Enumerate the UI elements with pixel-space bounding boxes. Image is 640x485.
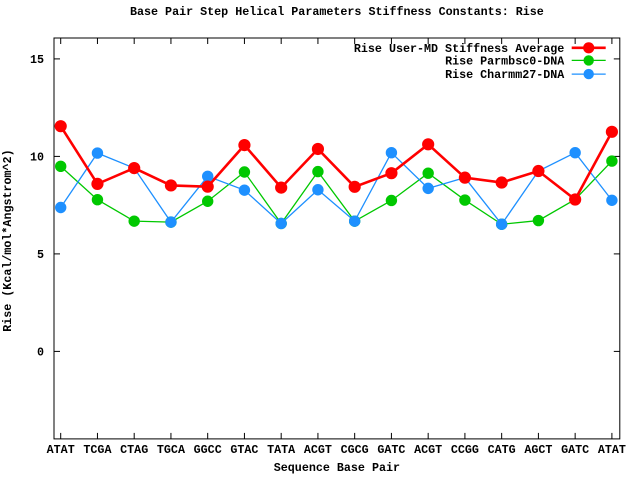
svg-text:TGCA: TGCA [157, 443, 186, 457]
svg-text:Sequence Base Pair: Sequence Base Pair [274, 461, 400, 475]
svg-text:AGCT: AGCT [524, 443, 552, 457]
svg-text:5: 5 [37, 248, 44, 262]
svg-text:ACGT: ACGT [304, 443, 332, 457]
svg-text:ATAT: ATAT [47, 443, 75, 457]
svg-text:TCGA: TCGA [83, 443, 112, 457]
svg-text:GATC: GATC [561, 443, 589, 457]
svg-text:GGCC: GGCC [194, 443, 222, 457]
svg-text:Rise Parmbsc0-DNA: Rise Parmbsc0-DNA [445, 54, 565, 68]
svg-text:Base Pair Step Helical Paramet: Base Pair Step Helical Parameters Stiffn… [130, 5, 544, 19]
svg-text:GTAC: GTAC [230, 443, 258, 457]
svg-text:CGCG: CGCG [341, 443, 369, 457]
svg-text:Rise Charmm27-DNA: Rise Charmm27-DNA [445, 68, 565, 82]
svg-text:TATA: TATA [267, 443, 296, 457]
svg-text:CTAG: CTAG [120, 443, 148, 457]
svg-text:ACGT: ACGT [414, 443, 442, 457]
svg-text:10: 10 [30, 150, 44, 164]
svg-text:15: 15 [30, 53, 44, 67]
svg-text:GATC: GATC [377, 443, 405, 457]
svg-text:CCGG: CCGG [451, 443, 479, 457]
svg-text:0: 0 [37, 345, 44, 359]
svg-text:Rise (Kcal/mol*Angstrom^2): Rise (Kcal/mol*Angstrom^2) [1, 149, 15, 331]
svg-text:ATAT: ATAT [598, 443, 626, 457]
svg-text:CATG: CATG [488, 443, 516, 457]
